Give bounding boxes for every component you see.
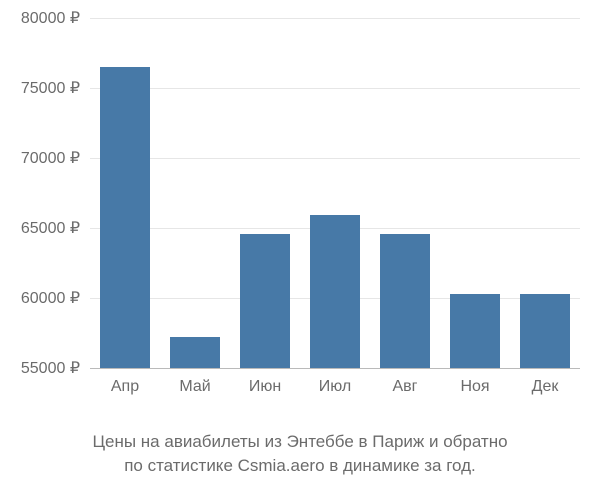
y-axis-tick: 70000 ₽	[21, 148, 90, 168]
bar	[170, 337, 220, 368]
x-axis-tick: Авг	[392, 368, 417, 396]
y-axis-tick: 65000 ₽	[21, 218, 90, 238]
plot-region	[90, 18, 580, 368]
chart-caption: Цены на авиабилеты из Энтеббе в Париж и …	[0, 430, 600, 478]
x-axis-tick: Апр	[111, 368, 139, 396]
x-axis-tick: Июл	[319, 368, 351, 396]
bar	[240, 234, 290, 368]
chart-area: 55000 ₽60000 ₽65000 ₽70000 ₽75000 ₽80000…	[90, 18, 580, 368]
x-axis-tick: Июн	[249, 368, 281, 396]
bar	[100, 67, 150, 368]
y-axis-tick: 80000 ₽	[21, 8, 90, 28]
x-axis-tick: Дек	[532, 368, 559, 396]
y-axis-tick: 55000 ₽	[21, 358, 90, 378]
caption-line-1: Цены на авиабилеты из Энтеббе в Париж и …	[92, 432, 507, 451]
x-axis-tick: Ноя	[460, 368, 489, 396]
bar	[310, 215, 360, 368]
gridline	[90, 158, 580, 159]
gridline	[90, 88, 580, 89]
y-axis-tick: 75000 ₽	[21, 78, 90, 98]
x-axis-tick: Май	[179, 368, 210, 396]
caption-line-2: по статистике Csmia.aero в динамике за г…	[124, 456, 476, 475]
gridline	[90, 18, 580, 19]
bar	[380, 234, 430, 368]
bar	[520, 294, 570, 368]
bar	[450, 294, 500, 368]
chart-container: 55000 ₽ 60000 ₽ 65000 ₽ 70000 ₽ 75000 ₽ 80000…	[0, 0, 600, 500]
y-axis-tick: 60000 ₽	[21, 288, 90, 308]
